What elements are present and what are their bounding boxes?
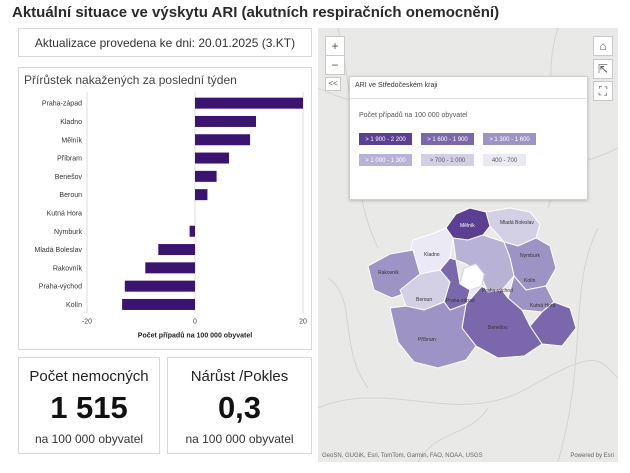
- y-category-label: Příbram: [57, 156, 82, 163]
- x-tick-label: 20: [299, 319, 307, 326]
- bar: [122, 298, 195, 310]
- zoom-in-button[interactable]: +: [325, 36, 345, 56]
- legend-header: ARI ve Středočeském kraji: [350, 77, 587, 99]
- legend-chip[interactable]: > 1 600 - 1 900: [420, 132, 475, 146]
- bar: [124, 280, 195, 292]
- kpi-change-value: 0,3: [217, 390, 262, 425]
- district-praha-zapad[interactable]: [439, 257, 471, 311]
- label-praha-vychod: Praha-východ: [482, 288, 513, 294]
- bar: [195, 152, 230, 164]
- y-category-label: Kolín: [66, 302, 82, 309]
- legend-chip[interactable]: > 1 000 - 1 300: [358, 153, 413, 167]
- page-title: Aktuální situace ve výskytu ARI (akutníc…: [12, 4, 500, 21]
- label-praha-zapad: Praha-západ: [446, 298, 475, 304]
- legend-subtitle: Počet případů na 100 000 obyvatel: [359, 112, 468, 119]
- label-mlada-boleslav: Mladá Boleslav: [500, 220, 534, 226]
- kpi-change-title: Nárůst /Pokles: [190, 368, 289, 385]
- kpi-sick-panel: Počet nemocných 1 515 na 100 000 obyvate…: [18, 357, 160, 454]
- bar: [145, 262, 195, 274]
- label-melnik: Mělník: [460, 223, 475, 229]
- district-praha-vychod[interactable]: [452, 234, 515, 293]
- legend-title: ARI ve Středočeském kraji: [355, 82, 438, 89]
- bar: [195, 189, 208, 201]
- bar: [189, 225, 195, 237]
- chart-panel: Přírůstek nakažených za poslední týden -…: [18, 67, 312, 350]
- map-view[interactable]: Mělník Mladá Boleslav Kladno Rakovník Ny…: [318, 28, 618, 462]
- y-category-label: Kladno: [60, 119, 82, 126]
- label-rakovnik: Rakovník: [378, 270, 399, 276]
- update-panel: Aktualizace provedena ke dni: 20.01.2025…: [18, 28, 312, 57]
- y-category-label: Mladá Boleslav: [35, 247, 83, 254]
- kpi-change-panel: Nárůst /Pokles 0,3 na 100 000 obyvatel: [167, 357, 312, 454]
- bar: [158, 244, 195, 256]
- fullscreen-icon[interactable]: ⛶: [593, 81, 613, 101]
- home-icon[interactable]: ⌂: [593, 36, 613, 56]
- bar: [195, 97, 303, 109]
- chart-title: Přírůstek nakažených za poslední týden: [24, 73, 237, 87]
- bar: [195, 134, 251, 146]
- kpi-sick-value: 1 515: [50, 390, 128, 425]
- kpi-sick-title: Počet nemocných: [29, 368, 149, 385]
- legend-panel: ARI ve Středočeském kraji Počet případů …: [349, 76, 588, 200]
- y-category-label: Beroun: [59, 192, 82, 199]
- y-category-label: Praha-východ: [39, 284, 82, 291]
- legend-chip[interactable]: > 700 - 1 000: [420, 153, 475, 167]
- x-tick-label: 0: [193, 319, 197, 326]
- kpi-change-unit: na 100 000 obyvatel: [185, 432, 294, 446]
- y-category-label: Benešov: [55, 174, 83, 181]
- y-category-label: Mělník: [61, 137, 82, 144]
- legend-chip[interactable]: > 1 900 - 2 200: [358, 132, 413, 146]
- y-category-label: Rakovník: [53, 265, 83, 272]
- label-kolin: Kolín: [524, 278, 536, 284]
- bar-chart: -20 0 20 Praha-západ Kladno Mělník Příbram Bene…: [35, 92, 307, 340]
- x-axis-label: Počet případů na 100 000 obyvatel: [138, 332, 252, 340]
- y-category-label: Praha-západ: [42, 101, 82, 108]
- district-labels: Mělník Mladá Boleslav Kladno Rakovník Ny…: [378, 220, 556, 343]
- district-pribram[interactable]: [389, 301, 477, 369]
- y-category-label: Nymburk: [54, 229, 83, 236]
- label-beroun: Beroun: [416, 297, 432, 303]
- bar: [195, 115, 257, 127]
- legend-chip[interactable]: 400 - 700: [482, 153, 527, 167]
- map-attribution: GeoSN, GUGiK, Esri, TomTom, Garmin, FAO,…: [322, 453, 483, 459]
- legend-collapse-button[interactable]: <<: [325, 77, 341, 91]
- bar: [195, 170, 217, 182]
- kpi-sick-unit: na 100 000 obyvatel: [34, 432, 144, 446]
- label-benesov: Benešov: [488, 325, 508, 331]
- legend-chip[interactable]: > 1 300 - 1 600: [482, 132, 537, 146]
- export-icon[interactable]: ⇱: [593, 59, 613, 79]
- powered-by[interactable]: Powered by Esri: [570, 453, 614, 459]
- district-layer: [367, 207, 577, 369]
- label-nymburk: Nymburk: [520, 253, 541, 259]
- label-pribram: Příbram: [418, 337, 436, 343]
- label-kutna-hora: Kutná Hora: [530, 303, 556, 309]
- label-kladno: Kladno: [424, 252, 440, 258]
- y-category-label: Kutná Hora: [47, 210, 83, 217]
- x-tick-label: -20: [82, 319, 92, 326]
- update-text: Aktualizace provedena ke dni: 20.01.2025…: [34, 36, 296, 50]
- zoom-out-button[interactable]: −: [325, 55, 345, 75]
